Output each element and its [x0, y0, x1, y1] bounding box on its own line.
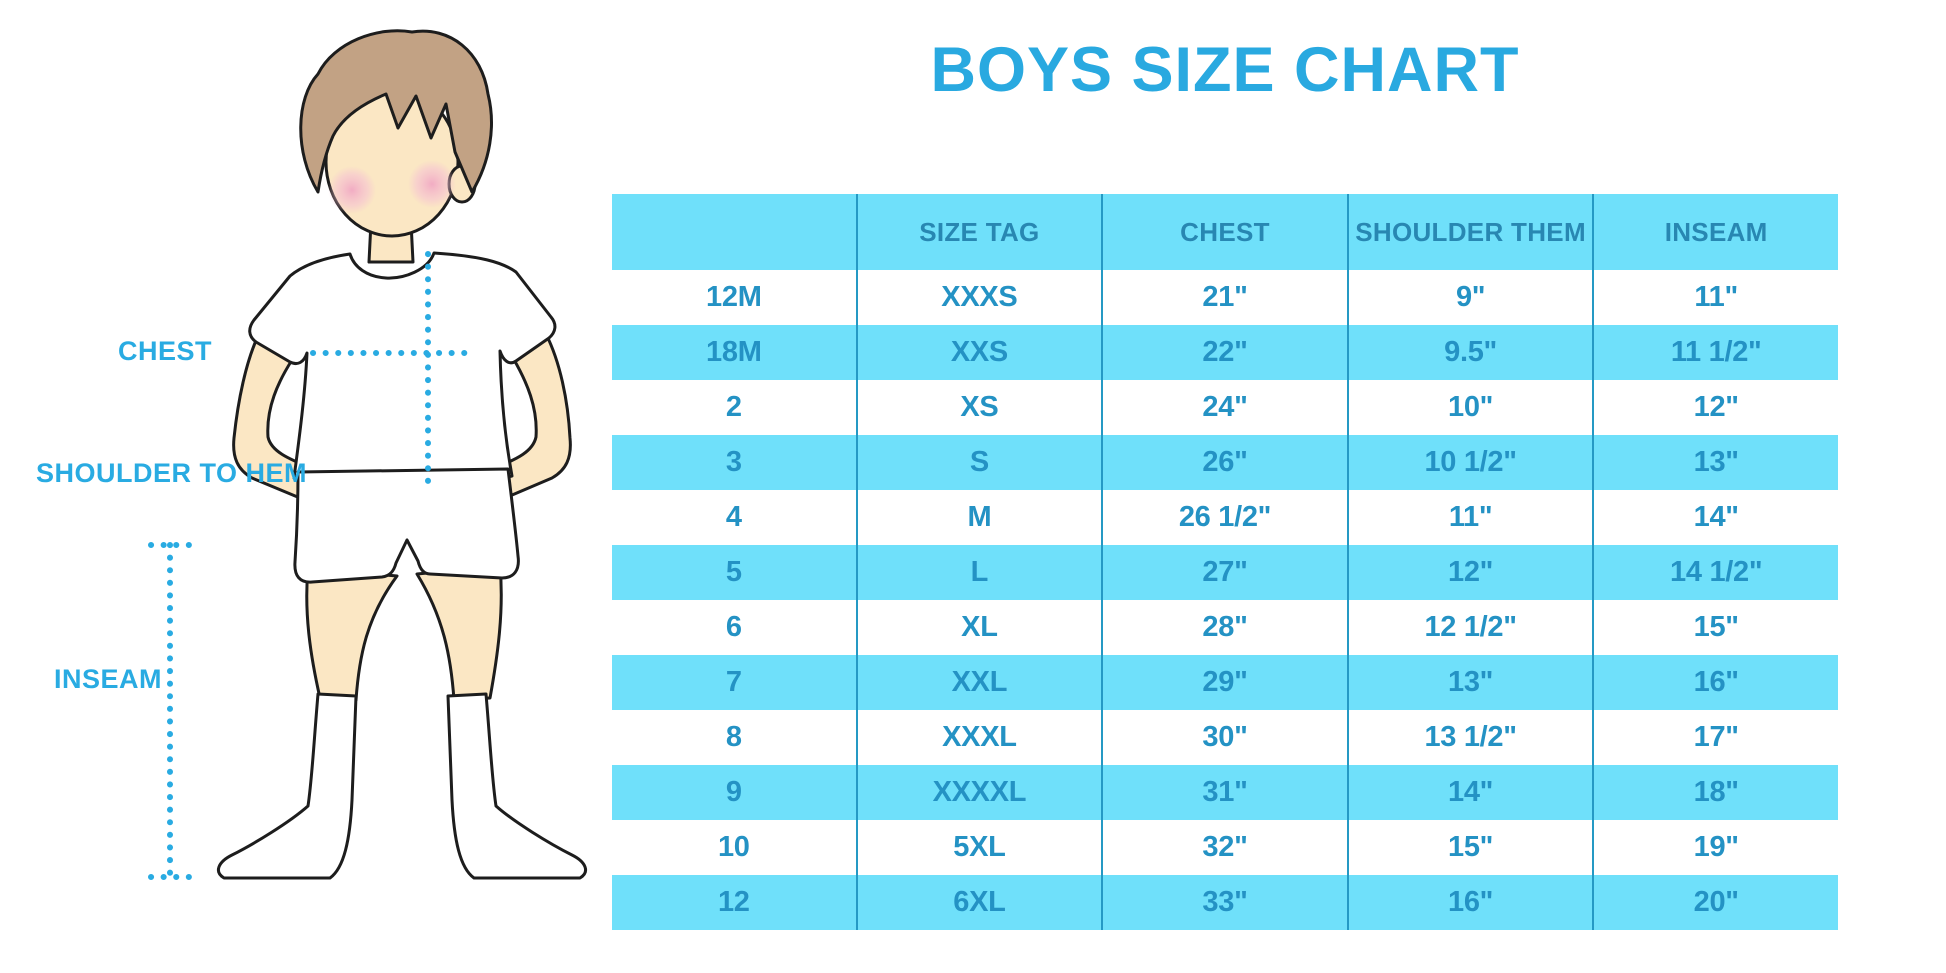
- table-cell: XXXXL: [855, 765, 1102, 820]
- table-cell: 22": [1101, 325, 1347, 380]
- table-cell: 5XL: [855, 820, 1102, 875]
- boy-shirt: [248, 251, 557, 488]
- boy-legs: [305, 564, 503, 702]
- measurement-dotted-lines: [148, 251, 470, 880]
- table-cell: 15": [1592, 600, 1838, 655]
- table-cell: 12 1/2": [1346, 600, 1593, 655]
- table-row: 7 XXL 29" 13" 16": [612, 655, 1838, 710]
- table-cell: 9.5": [1346, 325, 1593, 380]
- table-row: 3 S 26" 10 1/2" 13": [612, 435, 1838, 490]
- table-cell: M: [855, 490, 1102, 545]
- table-cell: 29": [1101, 655, 1347, 710]
- table-cell: 13 1/2": [1346, 710, 1593, 765]
- table-cell: 10": [1346, 380, 1593, 435]
- table-cell: 24": [1101, 380, 1347, 435]
- header-cell-chest: CHEST: [1101, 194, 1347, 270]
- table-cell: 32": [1101, 820, 1347, 875]
- table-cell: XXL: [855, 655, 1102, 710]
- table-row: 6 XL 28" 12 1/2" 15": [612, 600, 1838, 655]
- table-row: 18M XXS 22" 9.5" 11 1/2": [612, 325, 1838, 380]
- table-cell: 2: [725, 391, 742, 423]
- table-row: 8 XXXL 30" 13 1/2" 17": [612, 710, 1838, 765]
- table-row: 9 XXXXL 31" 14" 18": [612, 765, 1838, 820]
- table-row: 12M XXXS 21" 9" 11": [612, 270, 1838, 325]
- table-cell: 17": [1592, 710, 1838, 765]
- table-row: 10 5XL 32" 15" 19": [612, 820, 1838, 875]
- table-cell: 5: [725, 556, 742, 588]
- header-cell-size-tag: SIZE TAG: [855, 194, 1102, 270]
- table-cell: 13": [1346, 655, 1593, 710]
- table-cell: 28": [1101, 600, 1347, 655]
- table-cell: 3: [725, 446, 742, 478]
- table-cell: 33": [1101, 875, 1347, 930]
- table-cell: 27": [1101, 545, 1347, 600]
- table-cell: XXS: [855, 325, 1102, 380]
- size-chart-table: SIZE TAG CHEST SHOULDER THEM INSEAM 12M X…: [612, 194, 1838, 930]
- table-row: 5 L 27" 12" 14 1/2": [612, 545, 1838, 600]
- table-cell: 18M: [706, 336, 762, 368]
- table-cell: 20": [1592, 875, 1838, 930]
- table-cell: 26 1/2": [1101, 490, 1347, 545]
- table-cell: 12": [1592, 380, 1838, 435]
- table-row: 12 6XL 33" 16" 20": [612, 875, 1838, 930]
- shoulder-to-hem-measurement-label: SHOULDER TO HEM: [36, 458, 308, 488]
- table-cell: 7: [725, 666, 742, 698]
- table-header-row: SIZE TAG CHEST SHOULDER THEM INSEAM: [612, 194, 1838, 270]
- boy-socks: [216, 692, 588, 880]
- table-cell: 14": [1592, 490, 1838, 545]
- table-cell: 11": [1592, 270, 1838, 325]
- table-cell: 6XL: [855, 875, 1102, 930]
- table-cell: XXXL: [855, 710, 1102, 765]
- table-cell: 16": [1346, 875, 1593, 930]
- table-cell: L: [855, 545, 1102, 600]
- boy-illustration: [148, 29, 588, 880]
- table-cell: 12": [1346, 545, 1593, 600]
- table-cell: 10 1/2": [1346, 435, 1593, 490]
- table-cell: 8: [725, 721, 742, 753]
- header-cell-size: [612, 194, 856, 270]
- table-cell: 6: [725, 611, 742, 643]
- table-cell: XL: [855, 600, 1102, 655]
- table-cell: 9: [725, 776, 742, 808]
- table-cell: 14": [1346, 765, 1593, 820]
- inseam-measurement-label: INSEAM: [54, 664, 163, 694]
- table-cell: S: [855, 435, 1102, 490]
- boy-blush-right: [408, 160, 456, 208]
- table-row: 4 M 26 1/2" 11" 14": [612, 490, 1838, 545]
- table-row: 2 XS 24" 10" 12": [612, 380, 1838, 435]
- table-cell: 14 1/2": [1592, 545, 1838, 600]
- table-cell: 13": [1592, 435, 1838, 490]
- table-cell: 16": [1592, 655, 1838, 710]
- chest-measurement-label: CHEST: [118, 336, 213, 366]
- header-cell-shoulder-them: SHOULDER THEM: [1346, 194, 1593, 270]
- table-cell: 31": [1101, 765, 1347, 820]
- table-cell: XXXS: [855, 270, 1102, 325]
- table-cell: 10: [717, 831, 750, 863]
- header-cell-inseam: INSEAM: [1592, 194, 1838, 270]
- table-cell: 12M: [706, 281, 762, 313]
- page-title: BOYS SIZE CHART: [930, 35, 1520, 105]
- table-cell: 11": [1346, 490, 1593, 545]
- boy-head: [299, 29, 493, 238]
- table-cell: 15": [1346, 820, 1593, 875]
- table-cell: 12: [717, 886, 750, 918]
- table-cell: 4: [725, 501, 742, 533]
- table-cell: 18": [1592, 765, 1838, 820]
- table-cell: 19": [1592, 820, 1838, 875]
- boy-shorts: [293, 467, 520, 584]
- table-cell: 9": [1346, 270, 1593, 325]
- table-cell: 11 1/2": [1592, 325, 1838, 380]
- table-cell: 26": [1101, 435, 1347, 490]
- table-cell: XS: [855, 380, 1102, 435]
- boy-blush-left: [328, 166, 376, 214]
- boy-hair: [299, 29, 493, 194]
- table-cell: 21": [1101, 270, 1347, 325]
- table-body: 12M XXXS 21" 9" 11" 18M XXS 22" 9.5" 11 1/2" 2 XS 24…: [612, 270, 1838, 930]
- table-cell: 30": [1101, 710, 1347, 765]
